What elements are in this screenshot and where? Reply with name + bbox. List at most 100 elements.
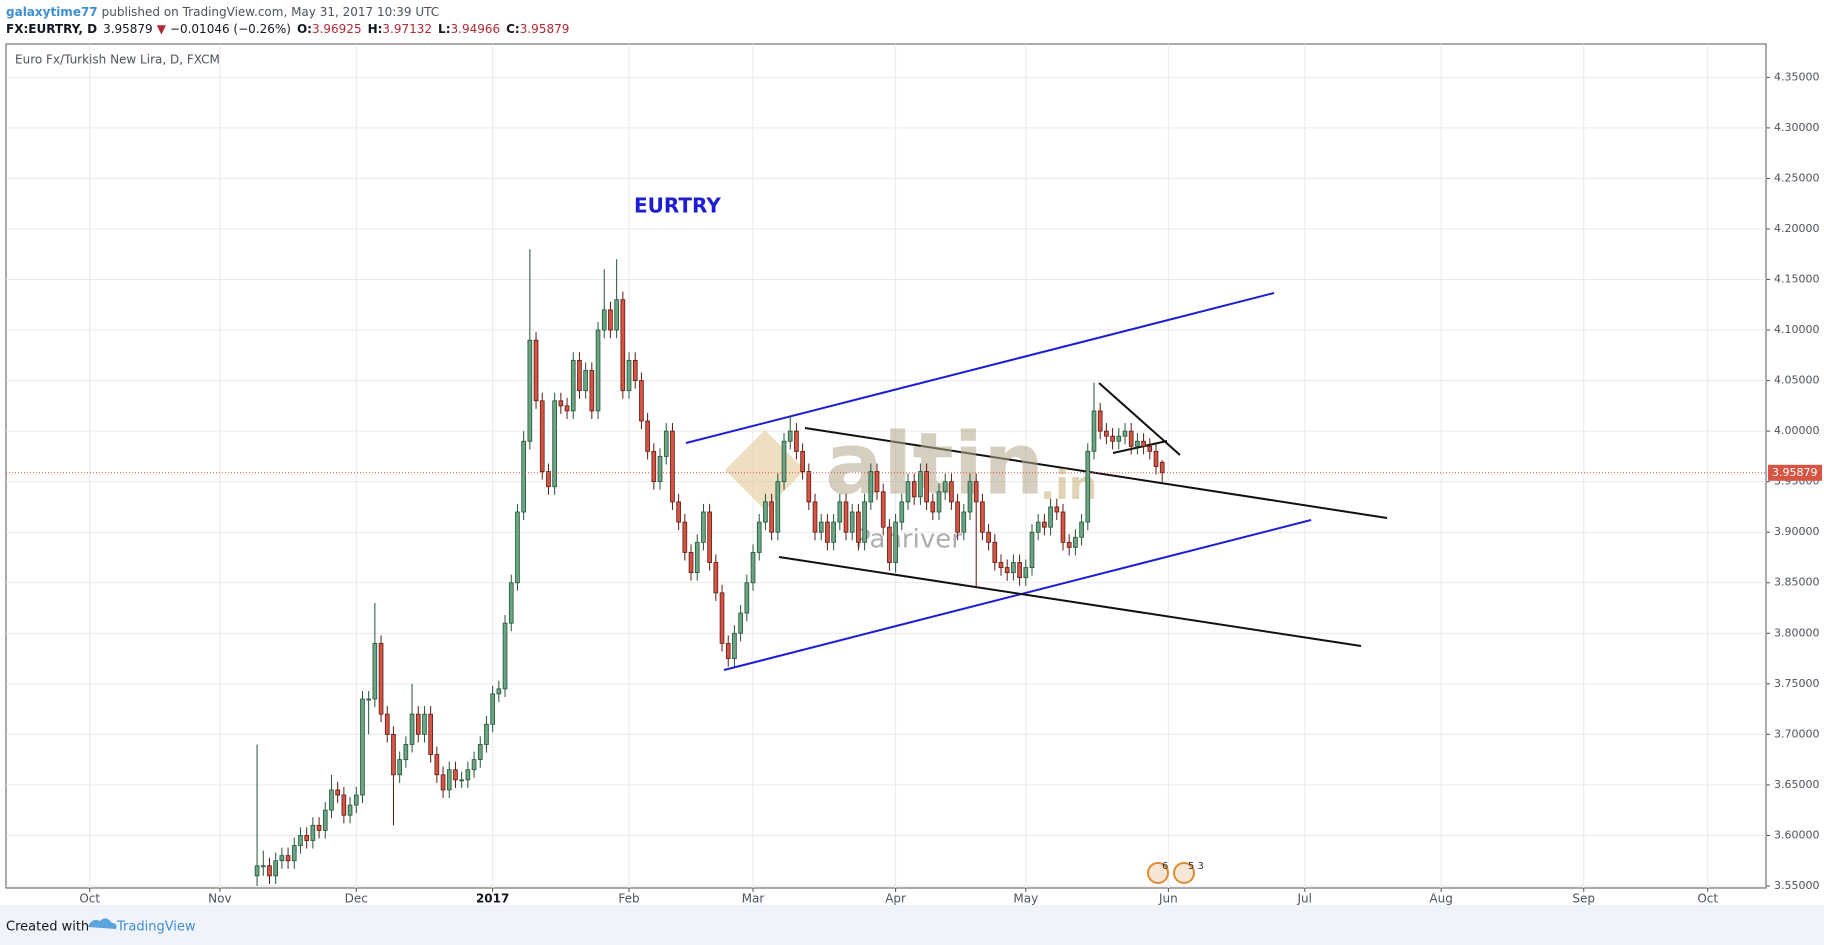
candle-body <box>1066 541 1072 548</box>
candle-body <box>676 501 681 523</box>
candle-body <box>291 845 297 862</box>
watermark-brand: altin <box>825 414 1044 514</box>
candle-body <box>787 430 793 442</box>
candle-body <box>397 759 402 776</box>
candle-body <box>738 612 743 634</box>
candle-body <box>973 481 979 503</box>
ohlc-label: C: <box>506 22 520 36</box>
candle-body <box>645 420 650 452</box>
candle-body <box>515 511 520 584</box>
candle-body <box>831 521 836 543</box>
x-tick-label: 2017 <box>476 892 509 906</box>
candle-body <box>856 511 861 543</box>
y-tick-label: 4.10000 <box>1774 323 1820 336</box>
ohlc-value: 3.97132 <box>382 22 432 36</box>
candle-body <box>459 779 464 782</box>
candle-body <box>428 713 433 755</box>
candle-body <box>1116 435 1122 442</box>
y-tick-label: 3.70000 <box>1774 727 1820 740</box>
y-tick-label: 4.05000 <box>1774 374 1820 387</box>
candle-body <box>930 501 936 513</box>
candle-body <box>961 511 967 533</box>
trend-line <box>1112 440 1168 454</box>
candle-body <box>347 804 353 816</box>
candle-body <box>304 835 309 841</box>
footer-created: Created with <box>6 920 89 935</box>
candle-body <box>992 541 998 563</box>
y-tick-label: 3.85000 <box>1774 576 1820 589</box>
watermark-sub: Panriver <box>855 525 962 555</box>
candle-body <box>806 471 812 503</box>
candle-body <box>670 430 675 503</box>
candle-body <box>688 552 694 574</box>
candle-body <box>862 501 867 543</box>
candle-body <box>949 481 954 503</box>
footer-brand[interactable]: TradingView <box>116 920 196 935</box>
x-tick-label: Feb <box>618 892 639 906</box>
symbol-line: FX:EURTRY, D 3.95879 ▼ −0.01046 (−0.26%) O:3… <box>6 22 569 36</box>
candle-body <box>843 501 849 533</box>
candle-body <box>1048 506 1053 528</box>
candle-body <box>1035 521 1041 533</box>
candle-body <box>918 471 923 498</box>
candle-body <box>936 491 942 513</box>
candle-body <box>1159 461 1165 474</box>
candle-body <box>707 511 712 563</box>
candle-body <box>620 299 626 392</box>
candle-body <box>657 455 663 483</box>
y-tick-label: 3.80000 <box>1774 626 1820 639</box>
candle-body <box>955 501 960 533</box>
candle-body <box>1110 435 1115 442</box>
event-icon <box>1173 862 1195 884</box>
candle-body <box>465 769 471 781</box>
x-tick-label: Aug <box>1429 892 1452 906</box>
candle-body <box>558 400 564 407</box>
y-tick-label: 4.30000 <box>1774 121 1820 134</box>
candle-body <box>496 688 502 695</box>
ohlc-label: H: <box>368 22 383 36</box>
candle-body <box>893 521 898 563</box>
ohlc-label: L: <box>438 22 450 36</box>
candle-body <box>1085 450 1091 523</box>
candle-body <box>911 481 917 498</box>
candle-body <box>1017 562 1022 579</box>
candle-body <box>1122 430 1128 437</box>
candle-body <box>874 471 880 493</box>
x-tick-label: May <box>1013 892 1038 906</box>
candle-body <box>632 359 638 381</box>
plot-frame <box>5 43 1767 889</box>
change: −0.01046 (−0.26%) <box>170 22 291 36</box>
event-icon <box>1147 862 1169 884</box>
published: published on TradingView.com, May 31, 20… <box>102 5 439 19</box>
y-tick-label: 3.55000 <box>1774 879 1820 892</box>
candle-body <box>298 835 303 846</box>
candle-body <box>1029 531 1035 568</box>
candle-body <box>360 698 365 796</box>
annotation: EURTRY <box>634 194 721 218</box>
candle-body <box>409 713 415 745</box>
candle-body <box>577 359 582 392</box>
footer-band <box>0 905 1824 945</box>
trend-line <box>804 427 1388 519</box>
candle-body <box>477 744 483 761</box>
candle-body <box>329 789 334 811</box>
x-tick-label: Mar <box>742 892 765 906</box>
tv-logo <box>88 918 117 929</box>
candle-body <box>1042 521 1047 528</box>
candle-body <box>267 865 272 877</box>
x-tick-label: Jun <box>1158 892 1178 906</box>
candle-body <box>1054 506 1060 513</box>
event-label: 5 3 <box>1188 861 1204 872</box>
ohlc-label: O: <box>297 22 312 36</box>
candle-body <box>322 809 328 831</box>
user-link[interactable]: galaxytime77 <box>6 5 98 19</box>
symbol: FX:EURTRY, D <box>6 22 97 36</box>
candle-body <box>713 562 719 594</box>
drawings <box>685 292 1388 671</box>
candle-body <box>794 430 799 452</box>
candle-body <box>682 521 688 553</box>
candle-body <box>967 481 973 513</box>
candle-body <box>384 713 390 735</box>
candle-body <box>378 642 384 715</box>
